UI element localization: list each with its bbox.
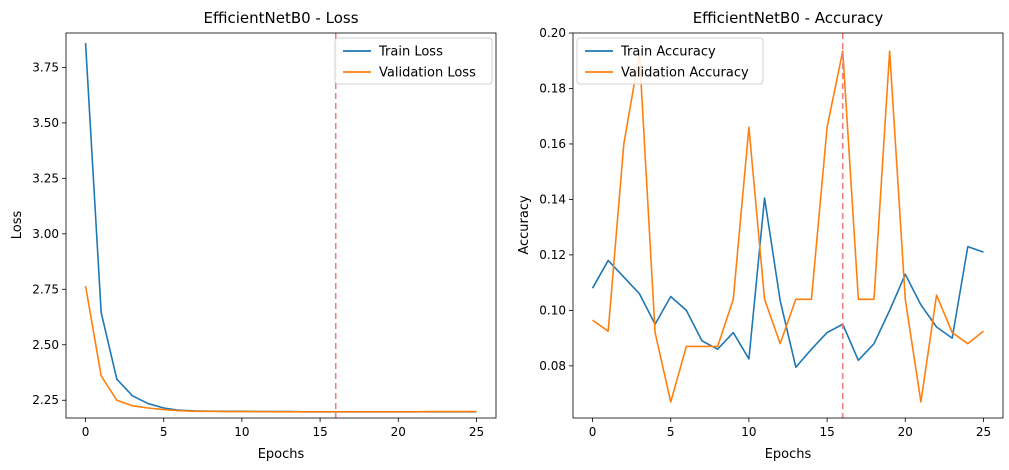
loss-xtick-label: 0 bbox=[82, 425, 90, 439]
loss-plot-area: 0 5 10 15 20 25 2.25 2.50 2.75 3.00 3.25 3.50 3.75 Tr… bbox=[32, 32, 497, 439]
loss-legend: Train Loss Validation Loss bbox=[334, 37, 493, 85]
accuracy-xtick-label: 0 bbox=[589, 425, 597, 439]
loss-ytick-label: 2.50 bbox=[32, 338, 59, 352]
accuracy-ytick-label: 0.16 bbox=[539, 137, 566, 151]
loss-chart-title: EfficientNetB0 - Loss bbox=[203, 9, 358, 27]
loss-legend-box bbox=[334, 37, 493, 85]
accuracy-ytick-label: 0.12 bbox=[539, 248, 566, 262]
accuracy-legend: Train Accuracy Validation Accuracy bbox=[576, 37, 764, 85]
loss-legend-entry: Train Loss bbox=[378, 45, 443, 60]
accuracy-xtick-label: 20 bbox=[898, 425, 913, 439]
accuracy-chart-title: EfficientNetB0 - Accuracy bbox=[693, 9, 884, 27]
accuracy-legend-box bbox=[576, 37, 764, 85]
accuracy-ytick-label: 0.18 bbox=[539, 81, 566, 95]
accuracy-ytick-label: 0.10 bbox=[539, 303, 566, 317]
loss-legend-entry: Validation Loss bbox=[379, 66, 476, 81]
accuracy-legend-entry: Train Accuracy bbox=[620, 45, 716, 60]
loss-ytick-label: 3.50 bbox=[32, 116, 59, 130]
accuracy-train-series-line bbox=[591, 197, 984, 369]
accuracy-chart-xlabel: Epochs bbox=[765, 447, 812, 462]
loss-xtick-label: 20 bbox=[391, 425, 406, 439]
accuracy-xtick-label: 25 bbox=[976, 425, 991, 439]
accuracy-plot-area: 0 5 10 15 20 25 0.08 0.10 0.12 0.14 0.16 0.18 0.20 Tr… bbox=[539, 26, 1004, 439]
accuracy-legend-entry: Validation Accuracy bbox=[621, 66, 749, 81]
loss-plot-frame bbox=[65, 32, 497, 419]
loss-chart-ylabel: Loss bbox=[10, 211, 25, 240]
accuracy-ytick-label: 0.14 bbox=[539, 192, 566, 206]
loss-xtick-label: 5 bbox=[160, 425, 168, 439]
loss-ytick-label: 2.75 bbox=[32, 282, 59, 296]
loss-validation-series-line bbox=[84, 285, 477, 413]
loss-xtick-label: 10 bbox=[234, 425, 249, 439]
accuracy-plot-frame bbox=[572, 32, 1004, 419]
loss-xtick-label: 25 bbox=[469, 425, 484, 439]
loss-chart-xlabel: Epochs bbox=[258, 447, 305, 462]
loss-ytick-label: 3.25 bbox=[32, 171, 59, 185]
accuracy-chart-ylabel: Accuracy bbox=[517, 195, 532, 255]
accuracy-validation-series-line bbox=[592, 50, 984, 403]
accuracy-xtick-label: 5 bbox=[667, 425, 675, 439]
loss-ytick-label: 3.00 bbox=[32, 227, 59, 241]
accuracy-xtick-label: 10 bbox=[741, 425, 756, 439]
accuracy-xtick-label: 15 bbox=[819, 425, 834, 439]
accuracy-ytick-label: 0.08 bbox=[539, 359, 566, 373]
loss-ytick-label: 3.75 bbox=[32, 60, 59, 74]
accuracy-chart: EfficientNetB0 - Accuracy Epochs Accurac… bbox=[517, 9, 1004, 462]
loss-ytick-label: 2.25 bbox=[32, 393, 59, 407]
loss-chart: EfficientNetB0 - Loss Epochs Loss 0 5 10 15… bbox=[10, 9, 497, 462]
accuracy-ytick-label: 0.20 bbox=[539, 26, 566, 40]
loss-train-series-line bbox=[84, 42, 477, 413]
loss-xtick-label: 15 bbox=[312, 425, 327, 439]
